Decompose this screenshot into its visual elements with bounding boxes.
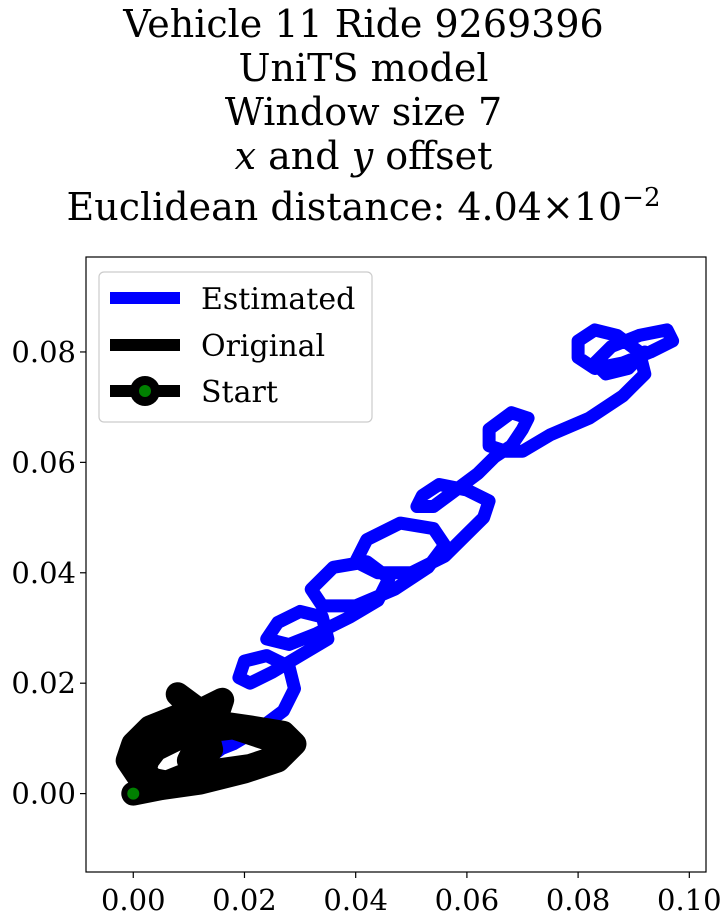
title-distance-exponent: −2	[622, 183, 661, 213]
legend-frame	[98, 271, 373, 423]
start-marker	[127, 787, 140, 800]
plot-frame	[85, 256, 707, 873]
title-line-1: Vehicle 11 Ride 9269396	[123, 2, 604, 46]
title-distance-prefix: Euclidean distance:	[66, 185, 458, 229]
legend-start-label: Start	[201, 375, 278, 410]
title-line-3: Window size 7	[224, 90, 503, 134]
title-distance-base: 10	[573, 185, 623, 229]
title-and: and	[256, 134, 352, 178]
series-line-original	[115, 682, 307, 806]
x-tick-label: 0.08	[546, 883, 611, 917]
legend-estimated-label: Estimated	[201, 282, 355, 317]
x-tick-label: 0.00	[101, 883, 166, 917]
y-tick-label: 0.06	[11, 445, 76, 479]
title-line-5: Euclidean distance: 4.04×10−2	[0, 176, 727, 229]
title-offset-word: offset	[373, 134, 493, 178]
x-tick-label: 0.02	[212, 883, 277, 917]
title-line-4: x and y offset	[0, 134, 727, 178]
series-layer	[115, 323, 680, 806]
title-x-var: x	[234, 134, 257, 178]
title-line-2: UniTS model	[238, 46, 489, 90]
x-tick-label: 0.04	[323, 883, 388, 917]
title-distance-mantissa: 4.04	[457, 185, 542, 229]
legend: Estimated Original Start	[98, 271, 373, 423]
title-y-var: y	[351, 134, 374, 178]
x-axis: 0.00 0.02 0.04 0.06 0.08 0.10	[101, 872, 722, 917]
title-distance-times: ×	[541, 185, 574, 229]
legend-start-marker-face	[139, 385, 151, 397]
x-tick-label: 0.10	[657, 883, 722, 917]
y-axis: 0.00 0.02 0.04 0.06 0.08	[11, 335, 86, 811]
y-tick-label: 0.04	[11, 556, 76, 590]
series-line-estimated	[137, 323, 680, 795]
legend-original-label: Original	[201, 329, 325, 364]
y-tick-label: 0.00	[11, 777, 76, 811]
y-tick-label: 0.02	[11, 666, 76, 700]
x-tick-label: 0.06	[435, 883, 500, 917]
y-tick-label: 0.08	[11, 335, 76, 369]
